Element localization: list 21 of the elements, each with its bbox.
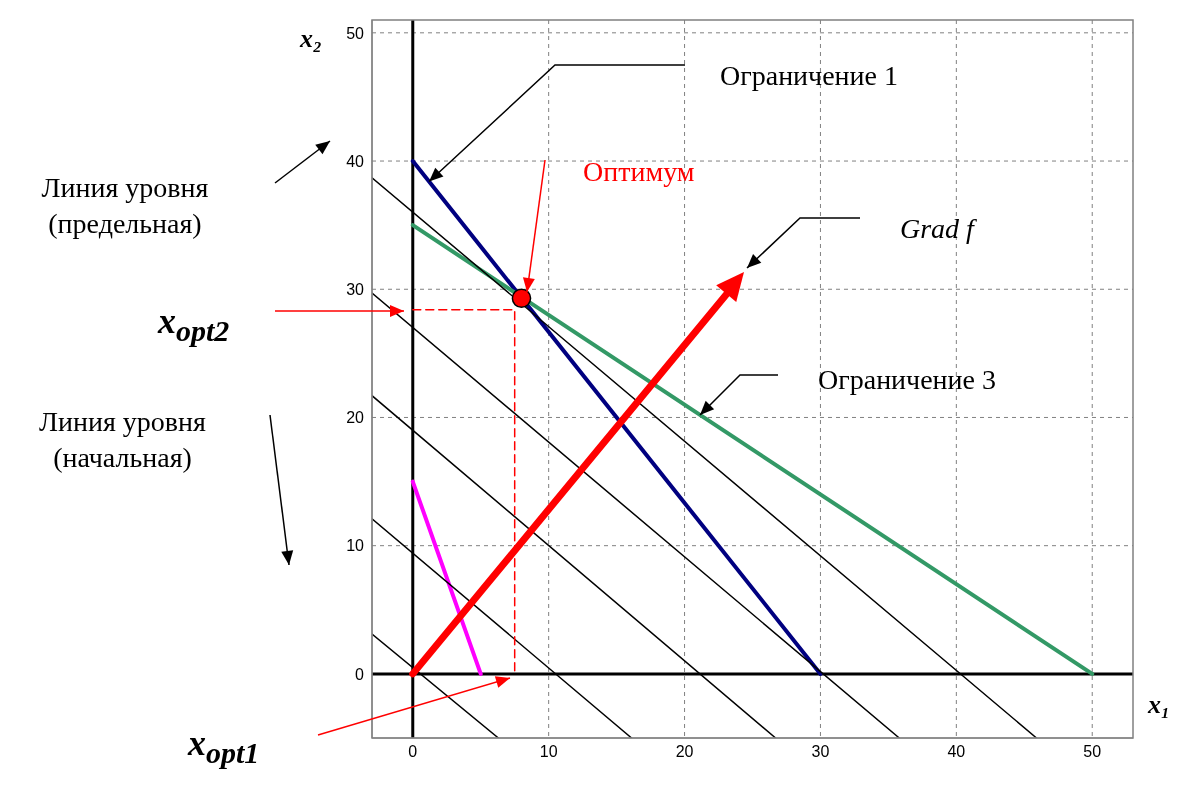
x-axis-title: x₁	[1148, 690, 1171, 720]
x-tick-label: 50	[1083, 743, 1102, 761]
x-tick-label: 10	[539, 743, 558, 761]
text: x$_{opt2}$	[158, 300, 230, 349]
text: Линия уровня (предельная)	[40, 171, 210, 241]
annotation: Ограничение 1	[720, 60, 899, 92]
text: x$_{opt1}$	[188, 722, 260, 771]
x-tick-label: 0	[408, 743, 418, 761]
x-tick-label: 30	[811, 743, 830, 761]
x-tick-label: 40	[947, 743, 966, 761]
text: Линия уровня (начальная)	[38, 405, 207, 475]
y-axis-title: x₂	[300, 24, 323, 54]
annotation: Ограничение 3	[818, 364, 997, 396]
y-tick-label: 20	[346, 409, 365, 427]
y-tick-label: 30	[346, 280, 365, 298]
y-tick-label: 10	[346, 537, 365, 555]
x-tick-label: 20	[675, 743, 694, 761]
y-tick-label: 40	[346, 152, 365, 170]
y-tick-label: 50	[346, 24, 365, 42]
y-tick-label: 0	[355, 665, 365, 683]
annotation: Оптимум	[583, 156, 695, 188]
